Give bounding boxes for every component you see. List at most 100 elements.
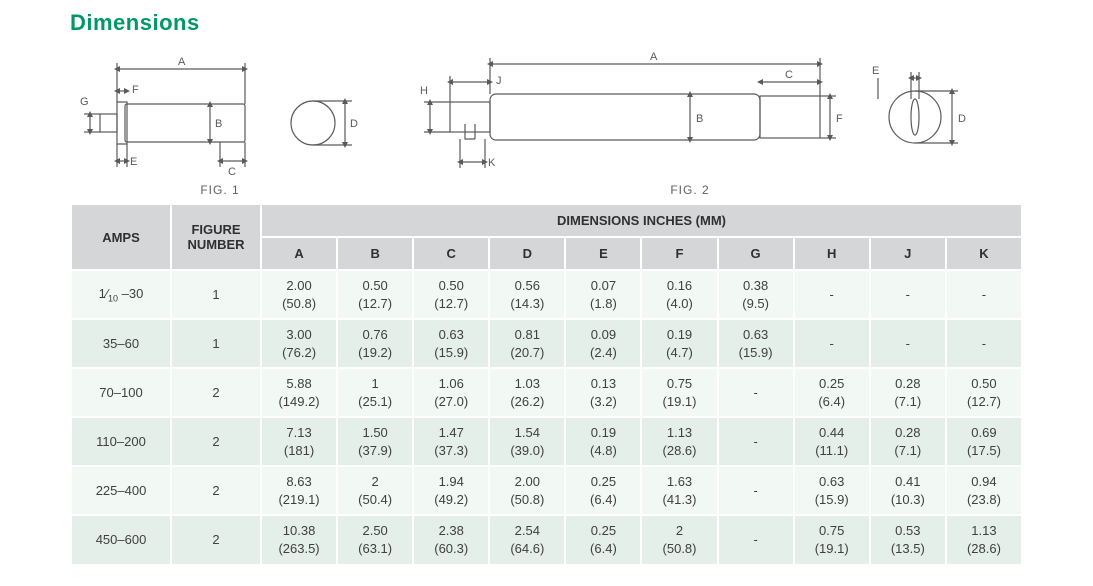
table-row: 1⁄10 –3012.00(50.8)0.50(12.7)0.50(12.7)0…: [71, 270, 1022, 319]
cell-amps: 110–200: [71, 417, 171, 466]
cell-c: 1.47(37.3): [413, 417, 489, 466]
svg-text:B: B: [215, 118, 222, 130]
header-col-c: C: [413, 237, 489, 270]
cell-c: 1.06(27.0): [413, 368, 489, 417]
header-col-k: K: [946, 237, 1022, 270]
table-row: 35–6013.00(76.2)0.76(19.2)0.63(15.9)0.81…: [71, 319, 1022, 368]
cell-f: 0.19(4.7): [641, 319, 717, 368]
table-row: 450–600210.38(263.5)2.50(63.1)2.38(60.3)…: [71, 515, 1022, 564]
cell-c: 0.63(15.9): [413, 319, 489, 368]
dimensions-section: Dimensions: [0, 0, 1093, 586]
table-row: 225–40028.63(219.1)2(50.4)1.94(49.2)2.00…: [71, 466, 1022, 515]
cell-h: 0.75(19.1): [794, 515, 870, 564]
dimensions-table: AMPS FIGURE NUMBER DIMENSIONS INCHES (MM…: [70, 203, 1023, 566]
cell-d: 2.54(64.6): [489, 515, 565, 564]
svg-text:C: C: [228, 166, 236, 178]
cell-k: 1.13(28.6): [946, 515, 1022, 564]
cell-d: 0.56(14.3): [489, 270, 565, 319]
cell-a: 10.38(263.5): [261, 515, 337, 564]
cell-figure: 1: [171, 270, 261, 319]
cell-h: -: [794, 270, 870, 319]
cell-f: 1.13(28.6): [641, 417, 717, 466]
cell-b: 2(50.4): [337, 466, 413, 515]
header-col-b: B: [337, 237, 413, 270]
cell-k: 0.69(17.5): [946, 417, 1022, 466]
cell-f: 1.63(41.3): [641, 466, 717, 515]
cell-f: 0.16(4.0): [641, 270, 717, 319]
table-body: 1⁄10 –3012.00(50.8)0.50(12.7)0.50(12.7)0…: [71, 270, 1022, 565]
cell-k: 0.94(23.8): [946, 466, 1022, 515]
cell-c: 0.50(12.7): [413, 270, 489, 319]
header-figure-number: FIGURE NUMBER: [171, 204, 261, 270]
cell-h: -: [794, 319, 870, 368]
figure-1-caption: FIG. 1: [70, 183, 370, 197]
cell-j: -: [870, 270, 946, 319]
cell-d: 1.03(26.2): [489, 368, 565, 417]
cell-g: -: [718, 417, 794, 466]
cell-a: 5.88(149.2): [261, 368, 337, 417]
cell-e: 0.19(4.8): [565, 417, 641, 466]
svg-text:A: A: [650, 51, 658, 63]
cell-figure: 2: [171, 466, 261, 515]
table-head: AMPS FIGURE NUMBER DIMENSIONS INCHES (MM…: [71, 204, 1022, 270]
cell-b: 0.50(12.7): [337, 270, 413, 319]
cell-d: 0.81(20.7): [489, 319, 565, 368]
svg-text:D: D: [958, 113, 966, 125]
cell-figure: 2: [171, 515, 261, 564]
header-col-h: H: [794, 237, 870, 270]
figures-row: A F G B E: [70, 44, 1023, 197]
cell-b: 1.50(37.9): [337, 417, 413, 466]
svg-text:A: A: [178, 56, 186, 68]
cell-j: 0.41(10.3): [870, 466, 946, 515]
cell-b: 1(25.1): [337, 368, 413, 417]
svg-text:F: F: [836, 113, 843, 125]
cell-h: 0.44(11.1): [794, 417, 870, 466]
cell-amps: 225–400: [71, 466, 171, 515]
cell-j: 0.28(7.1): [870, 368, 946, 417]
table-row: 110–20027.13(181)1.50(37.9)1.47(37.3)1.5…: [71, 417, 1022, 466]
header-col-f: F: [641, 237, 717, 270]
figure-1: A F G B E: [70, 49, 370, 197]
section-title: Dimensions: [70, 10, 1023, 36]
cell-e: 0.25(6.4): [565, 515, 641, 564]
svg-text:H: H: [420, 85, 428, 97]
cell-g: -: [718, 466, 794, 515]
figure-2-svg: A C J H B: [410, 44, 970, 179]
header-col-d: D: [489, 237, 565, 270]
cell-a: 2.00(50.8): [261, 270, 337, 319]
cell-amps: 70–100: [71, 368, 171, 417]
figure-1-svg: A F G B E: [70, 49, 370, 179]
cell-g: 0.63(15.9): [718, 319, 794, 368]
cell-figure: 2: [171, 368, 261, 417]
cell-a: 7.13(181): [261, 417, 337, 466]
svg-text:F: F: [132, 84, 139, 96]
svg-text:D: D: [350, 118, 358, 130]
cell-c: 1.94(49.2): [413, 466, 489, 515]
cell-h: 0.25(6.4): [794, 368, 870, 417]
svg-text:E: E: [130, 156, 137, 168]
cell-e: 0.13(3.2): [565, 368, 641, 417]
svg-text:J: J: [496, 75, 502, 87]
cell-h: 0.63(15.9): [794, 466, 870, 515]
svg-text:E: E: [872, 65, 879, 77]
cell-amps: 35–60: [71, 319, 171, 368]
cell-figure: 2: [171, 417, 261, 466]
header-col-e: E: [565, 237, 641, 270]
cell-amps: 1⁄10 –30: [71, 270, 171, 319]
cell-e: 0.09(2.4): [565, 319, 641, 368]
header-dimensions: DIMENSIONS INCHES (MM): [261, 204, 1022, 237]
header-col-a: A: [261, 237, 337, 270]
cell-g: -: [718, 368, 794, 417]
cell-f: 2(50.8): [641, 515, 717, 564]
figure-2-caption: FIG. 2: [410, 183, 970, 197]
cell-e: 0.07(1.8): [565, 270, 641, 319]
cell-k: 0.50(12.7): [946, 368, 1022, 417]
figure-2: A C J H B: [410, 44, 970, 197]
cell-g: -: [718, 515, 794, 564]
cell-b: 0.76(19.2): [337, 319, 413, 368]
cell-j: -: [870, 319, 946, 368]
svg-text:K: K: [488, 157, 496, 169]
cell-amps: 450–600: [71, 515, 171, 564]
cell-f: 0.75(19.1): [641, 368, 717, 417]
cell-k: -: [946, 270, 1022, 319]
